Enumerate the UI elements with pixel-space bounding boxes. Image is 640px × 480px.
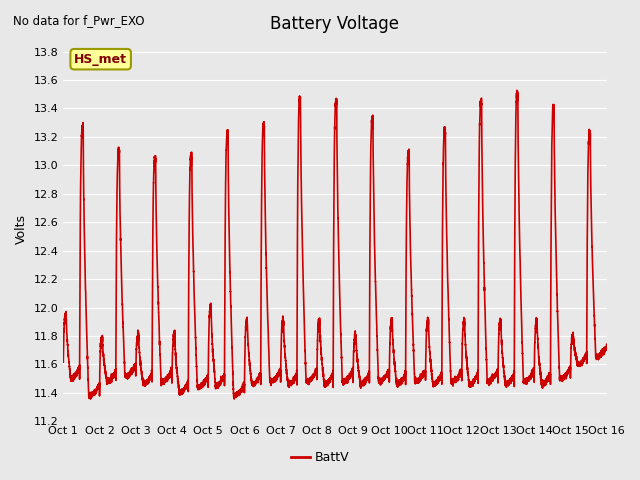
Text: No data for f_Pwr_EXO: No data for f_Pwr_EXO: [13, 14, 144, 27]
Text: HS_met: HS_met: [74, 53, 127, 66]
Title: Battery Voltage: Battery Voltage: [271, 15, 399, 33]
Legend: BattV: BattV: [286, 446, 354, 469]
Y-axis label: Volts: Volts: [15, 215, 28, 244]
